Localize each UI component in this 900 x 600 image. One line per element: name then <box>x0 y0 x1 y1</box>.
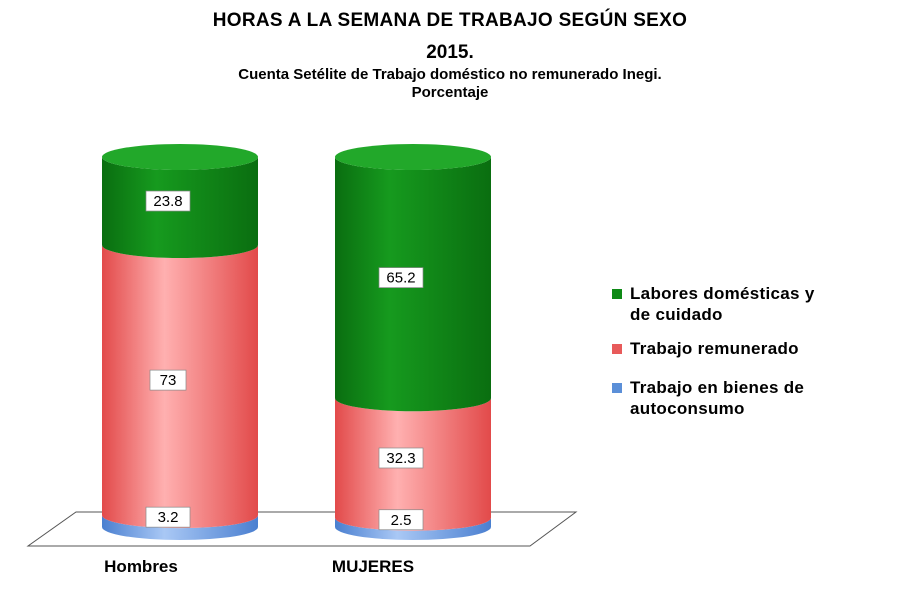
data-label-mujeres-blue: 2.5 <box>378 509 424 531</box>
data-label-text: 23.8 <box>153 193 182 210</box>
legend-swatch-labores <box>612 289 622 299</box>
legend: Labores domésticas y de cuidado Trabajo … <box>610 283 890 432</box>
data-label-box <box>378 447 424 469</box>
data-label-box <box>378 509 424 531</box>
column-hombres: 3.2 73 23.8 <box>102 144 258 540</box>
cap-hombres <box>102 144 258 170</box>
legend-label-labores-1: Labores domésticas y <box>630 284 815 303</box>
data-label-box <box>149 369 187 391</box>
chart-title: HORAS A LA SEMANA DE TRABAJO SEGÚN SEXO <box>212 10 688 31</box>
data-label-text: 3.2 <box>158 509 179 526</box>
legend-item-autoconsumo: Trabajo en bienes de autoconsumo <box>610 377 890 419</box>
data-label-text: 32.3 <box>386 450 415 467</box>
data-label-text: 65.2 <box>386 270 415 287</box>
chart-title-block: HORAS A LA SEMANA DE TRABAJO SEGÚN SEXO … <box>0 8 900 102</box>
legend-item-labores: Labores domésticas y de cuidado <box>610 283 890 325</box>
x-tick-label-hombres: Hombres <box>104 557 178 576</box>
chart-unit: Porcentaje <box>411 84 489 101</box>
data-label-hombres-red: 73 <box>149 369 187 391</box>
data-label-hombres-blue: 3.2 <box>145 506 191 528</box>
chart-year: 2015. <box>426 42 474 63</box>
legend-label-autoconsumo-1: Trabajo en bienes de <box>630 378 805 397</box>
legend-swatch-autoconsumo <box>612 383 622 393</box>
data-label-box <box>378 267 424 288</box>
legend-item-remunerado: Trabajo remunerado <box>610 338 890 359</box>
cap-mujeres <box>335 144 491 170</box>
data-label-box <box>145 190 191 212</box>
x-tick-label-mujeres: MUJERES <box>332 557 414 576</box>
column-mujeres: 2.5 32.3 65.2 <box>335 144 491 540</box>
legend-label-autoconsumo-2: autoconsumo <box>630 399 745 418</box>
legend-label-remunerado: Trabajo remunerado <box>630 339 799 358</box>
segment-hombres-blue <box>102 515 258 540</box>
data-label-text: 2.5 <box>391 512 412 529</box>
data-label-box <box>145 506 191 528</box>
segment-mujeres-blue <box>335 517 491 540</box>
data-label-mujeres-red: 32.3 <box>378 447 424 469</box>
legend-label-labores-2: de cuidado <box>630 305 723 324</box>
data-label-mujeres-green: 65.2 <box>378 267 424 288</box>
legend-swatch-remunerado <box>612 344 622 354</box>
data-label-text: 73 <box>160 372 177 389</box>
chart-subtitle: Cuenta Setélite de Trabajo doméstico no … <box>238 66 662 83</box>
data-label-hombres-green: 23.8 <box>145 190 191 212</box>
